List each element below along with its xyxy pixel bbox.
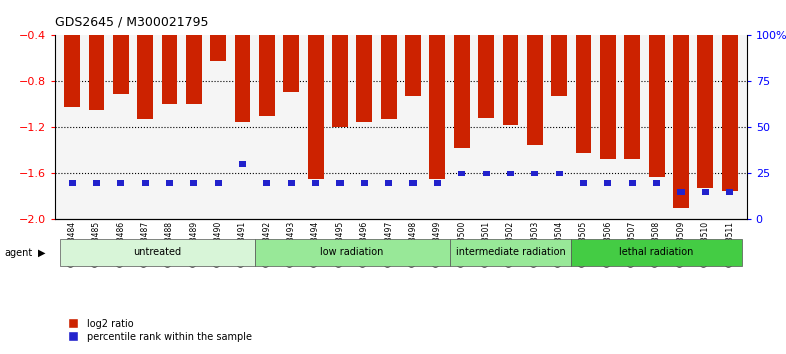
- Bar: [190, 180, 197, 185]
- Bar: [653, 180, 660, 185]
- Text: lethal radiation: lethal radiation: [619, 247, 694, 257]
- Bar: [117, 180, 124, 185]
- Bar: [239, 161, 246, 167]
- Bar: [648, 35, 664, 177]
- Bar: [93, 180, 100, 185]
- Bar: [454, 35, 470, 148]
- Bar: [235, 35, 251, 122]
- Bar: [356, 35, 373, 122]
- Bar: [312, 180, 319, 185]
- Bar: [283, 35, 299, 92]
- Bar: [166, 180, 173, 185]
- Bar: [307, 35, 324, 179]
- Bar: [138, 35, 153, 119]
- Bar: [64, 35, 80, 107]
- Bar: [186, 35, 202, 104]
- Text: GDS2645 / M300021795: GDS2645 / M300021795: [55, 15, 208, 28]
- Bar: [527, 35, 542, 145]
- Bar: [429, 35, 446, 179]
- Bar: [89, 35, 105, 110]
- Bar: [722, 35, 737, 191]
- Bar: [629, 180, 636, 185]
- Bar: [255, 239, 450, 266]
- Bar: [410, 180, 417, 185]
- Bar: [263, 180, 270, 185]
- Bar: [702, 189, 709, 195]
- Bar: [380, 35, 397, 119]
- Text: intermediate radiation: intermediate radiation: [456, 247, 565, 257]
- Bar: [141, 180, 149, 185]
- Bar: [211, 35, 226, 61]
- Bar: [624, 35, 640, 159]
- Bar: [450, 239, 571, 266]
- Bar: [458, 171, 465, 176]
- Bar: [726, 189, 733, 195]
- Legend: log2 ratio, percentile rank within the sample: log2 ratio, percentile rank within the s…: [60, 315, 256, 346]
- Bar: [288, 180, 295, 185]
- Bar: [68, 180, 75, 185]
- Bar: [678, 189, 685, 195]
- Bar: [405, 35, 421, 96]
- Bar: [673, 35, 689, 208]
- Bar: [60, 239, 255, 266]
- Bar: [332, 35, 348, 127]
- Bar: [531, 171, 538, 176]
- Bar: [600, 35, 615, 159]
- Bar: [434, 180, 441, 185]
- Bar: [162, 35, 178, 104]
- Bar: [556, 171, 563, 176]
- Bar: [575, 35, 591, 153]
- Bar: [604, 180, 612, 185]
- Bar: [483, 171, 490, 176]
- Bar: [215, 180, 222, 185]
- Bar: [507, 171, 514, 176]
- Bar: [697, 35, 713, 188]
- Bar: [571, 239, 742, 266]
- Bar: [361, 180, 368, 185]
- Bar: [336, 180, 343, 185]
- Bar: [478, 35, 494, 118]
- Text: untreated: untreated: [134, 247, 182, 257]
- Text: low radiation: low radiation: [321, 247, 384, 257]
- Bar: [551, 35, 567, 96]
- Bar: [580, 180, 587, 185]
- Text: agent: agent: [4, 248, 32, 258]
- Text: ▶: ▶: [38, 248, 46, 258]
- Bar: [385, 180, 392, 185]
- Bar: [113, 35, 129, 94]
- Bar: [502, 35, 519, 125]
- Bar: [259, 35, 275, 116]
